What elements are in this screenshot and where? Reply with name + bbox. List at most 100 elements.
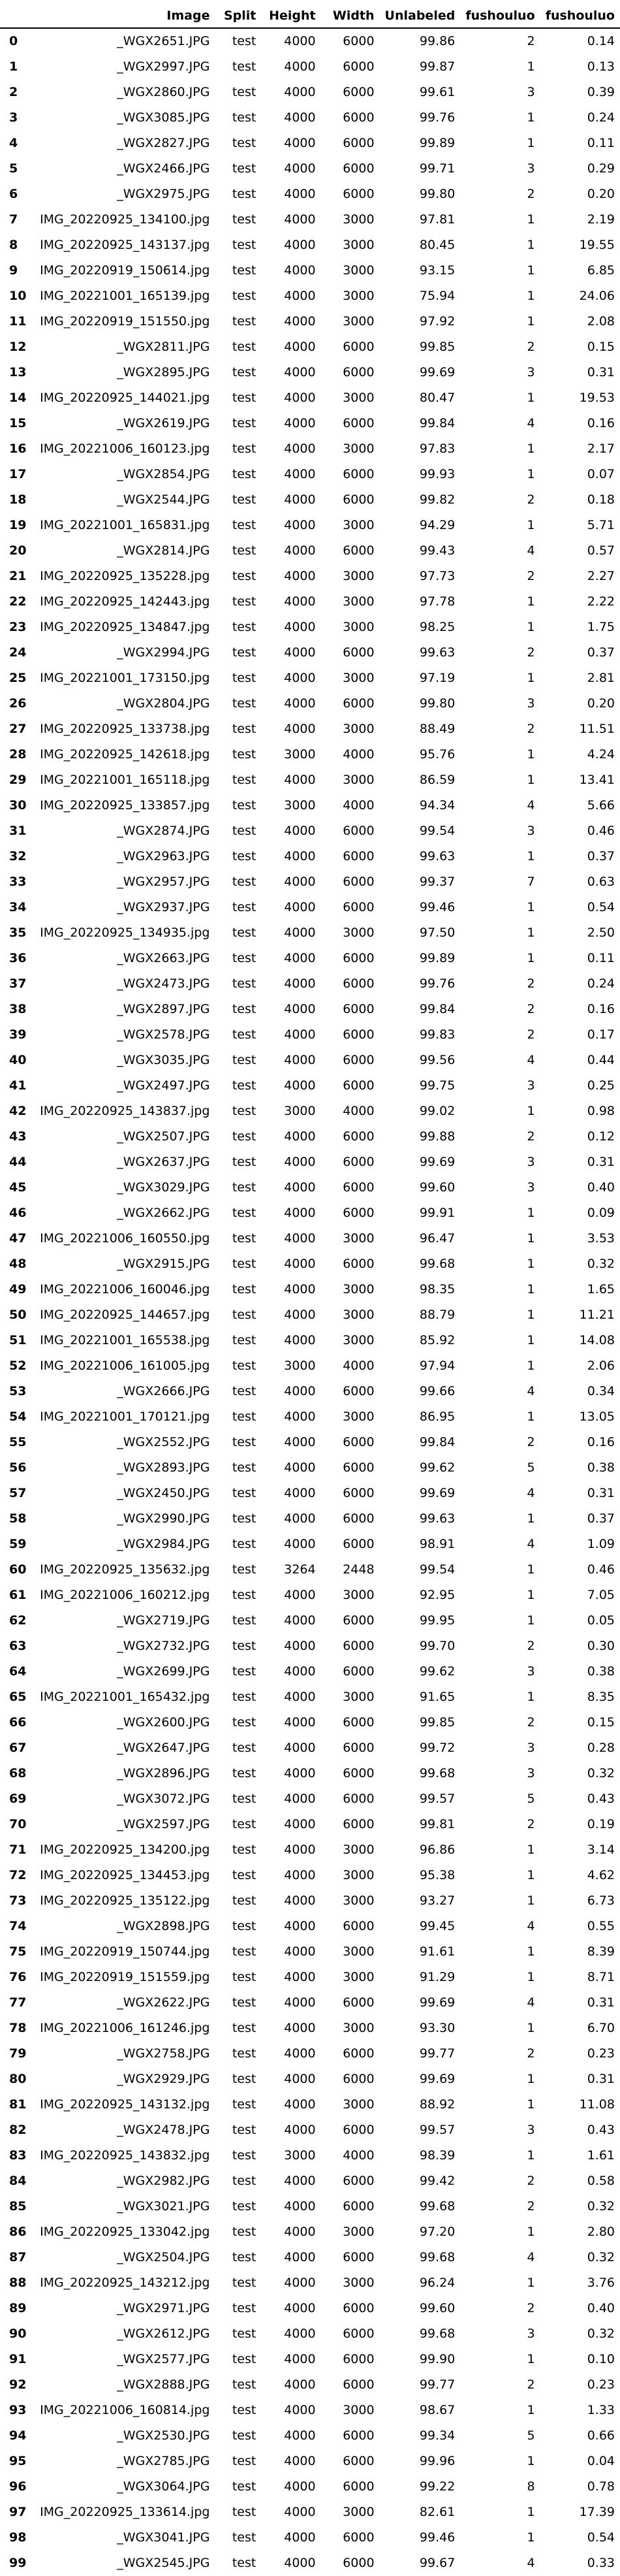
width-cell: 6000: [343, 849, 375, 863]
table-row: 24 _WGX2994.JPG test 4000 6000 99.63 2 0.37: [0, 640, 620, 666]
width-cell: 6000: [343, 365, 375, 379]
image-cell: _WGX2957.JPG: [117, 875, 210, 889]
fushouluo-count-cell: 3: [527, 696, 535, 711]
split-cell: test: [232, 900, 256, 914]
row-index: 33: [9, 875, 27, 889]
unlabeled-cell: 95.38: [419, 1868, 456, 1882]
table-row: 79 _WGX2758.JPG test 4000 6000 99.77 2 0.23: [0, 2041, 620, 2067]
fushouluo-count-cell: 4: [527, 1995, 535, 2010]
row-index: 19: [9, 518, 27, 532]
row-index: 84: [9, 2174, 27, 2188]
table-row: 48 _WGX2915.JPG test 4000 6000 99.68 1 0.32: [0, 1251, 620, 1277]
row-index: 27: [9, 722, 27, 736]
table-row: 27 IMG_20220925_133738.jpg test 4000 3000 88.…: [0, 716, 620, 742]
fushouluo-count-cell: 7: [527, 875, 535, 889]
image-cell: IMG_20220925_135122.jpg: [40, 1893, 210, 1908]
fushouluo-percent-cell: 0.20: [587, 187, 615, 201]
split-cell: test: [232, 1792, 256, 1806]
fushouluo-percent-cell: 0.43: [587, 2123, 615, 2137]
width-cell: 6000: [343, 1155, 375, 1169]
unlabeled-cell: 99.66: [419, 1384, 456, 1398]
unlabeled-cell: 93.27: [419, 1893, 456, 1908]
split-cell: test: [232, 645, 256, 660]
width-cell: 6000: [343, 2072, 375, 2086]
fushouluo-percent-cell: 11.51: [579, 722, 615, 736]
split-cell: test: [232, 1180, 256, 1195]
fushouluo-count-cell: 1: [527, 467, 535, 481]
width-cell: 3000: [343, 1690, 375, 1704]
fushouluo-count-cell: 3: [527, 1766, 535, 1780]
width-cell: 3000: [343, 594, 375, 609]
split-cell: test: [232, 2403, 256, 2417]
fushouluo-count-cell: 1: [527, 1562, 535, 1577]
table-row: 19 IMG_20221001_165831.jpg test 4000 3000 94.…: [0, 513, 620, 538]
image-cell: _WGX3085.JPG: [117, 110, 210, 125]
row-index: 29: [9, 773, 27, 787]
width-cell: 4000: [343, 798, 375, 813]
fushouluo-count-cell: 1: [527, 1970, 535, 1984]
row-index: 9: [9, 263, 18, 278]
table-row: 55 _WGX2552.JPG test 4000 6000 99.84 2 0.16: [0, 1430, 620, 1455]
image-cell: _WGX2544.JPG: [117, 492, 210, 507]
split-cell: test: [232, 722, 256, 736]
height-cell: 4000: [284, 1409, 316, 1424]
image-cell: IMG_20221001_165538.jpg: [40, 1333, 210, 1347]
width-cell: 6000: [343, 2199, 375, 2214]
table-row: 0 _WGX2651.JPG test 4000 6000 99.86 2 0.14: [0, 28, 620, 54]
table-row: 87 _WGX2504.JPG test 4000 6000 99.68 4 0.32: [0, 2245, 620, 2270]
fushouluo-count-cell: 3: [527, 161, 535, 176]
fushouluo-count-cell: 4: [527, 1919, 535, 1933]
width-cell: 6000: [343, 2556, 375, 2570]
fushouluo-count-cell: 2: [527, 2199, 535, 2214]
unlabeled-cell: 99.68: [419, 2199, 456, 2214]
row-index: 31: [9, 824, 27, 838]
image-cell: IMG_20220925_143837.jpg: [40, 1104, 210, 1118]
width-cell: 6000: [343, 1206, 375, 1220]
row-index: 37: [9, 976, 27, 991]
row-index: 97: [9, 2505, 27, 2519]
height-cell: 4000: [284, 849, 316, 863]
height-cell: 4000: [284, 1639, 316, 1653]
fushouluo-count-cell: 2: [527, 722, 535, 736]
height-cell: 3264: [284, 1562, 316, 1577]
width-cell: 3000: [343, 773, 375, 787]
width-cell: 3000: [343, 569, 375, 583]
unlabeled-cell: 99.76: [419, 110, 456, 125]
width-cell: 6000: [343, 2046, 375, 2061]
row-index: 57: [9, 1486, 27, 1500]
table-row: 65 IMG_20221001_165432.jpg test 4000 3000 91.…: [0, 1684, 620, 1710]
image-cell: IMG_20221001_165139.jpg: [40, 289, 210, 303]
split-cell: test: [232, 2250, 256, 2264]
unlabeled-cell: 91.29: [419, 1970, 456, 1984]
fushouluo-count-cell: 1: [527, 773, 535, 787]
width-cell: 6000: [343, 2301, 375, 2315]
width-cell: 3000: [343, 1308, 375, 1322]
fushouluo-percent-cell: 4.62: [587, 1868, 615, 1882]
row-index: 95: [9, 2454, 27, 2468]
table-row: 8 IMG_20220925_143137.jpg test 4000 3000 80.4…: [0, 233, 620, 258]
split-cell: test: [232, 1206, 256, 1220]
fushouluo-count-cell: 1: [527, 2454, 535, 2468]
table-row: 70 _WGX2597.JPG test 4000 6000 99.81 2 0.19: [0, 1812, 620, 1837]
fushouluo-count-cell: 4: [527, 798, 535, 813]
split-cell: test: [232, 1104, 256, 1118]
height-cell: 4000: [284, 187, 316, 201]
height-cell: 4000: [284, 1078, 316, 1093]
fushouluo-percent-cell: 1.09: [587, 1537, 615, 1551]
height-cell: 4000: [284, 875, 316, 889]
unlabeled-cell: 99.46: [419, 900, 456, 914]
height-cell: 4000: [284, 442, 316, 456]
split-cell: test: [232, 2123, 256, 2137]
fushouluo-count-cell: 2: [527, 34, 535, 48]
header-fushouluo-percent: fushouluo: [540, 4, 620, 29]
unlabeled-cell: 99.82: [419, 492, 456, 507]
fushouluo-percent-cell: 0.10: [587, 2352, 615, 2366]
row-index: 30: [9, 798, 27, 813]
table-row: 94 _WGX2530.JPG test 4000 6000 99.34 5 0.66: [0, 2423, 620, 2449]
fushouluo-percent-cell: 13.05: [579, 1409, 615, 1424]
unlabeled-cell: 91.65: [419, 1690, 456, 1704]
width-cell: 6000: [343, 951, 375, 965]
width-cell: 3000: [343, 1843, 375, 1857]
fushouluo-count-cell: 1: [527, 1231, 535, 1246]
fushouluo-count-cell: 1: [527, 2148, 535, 2163]
